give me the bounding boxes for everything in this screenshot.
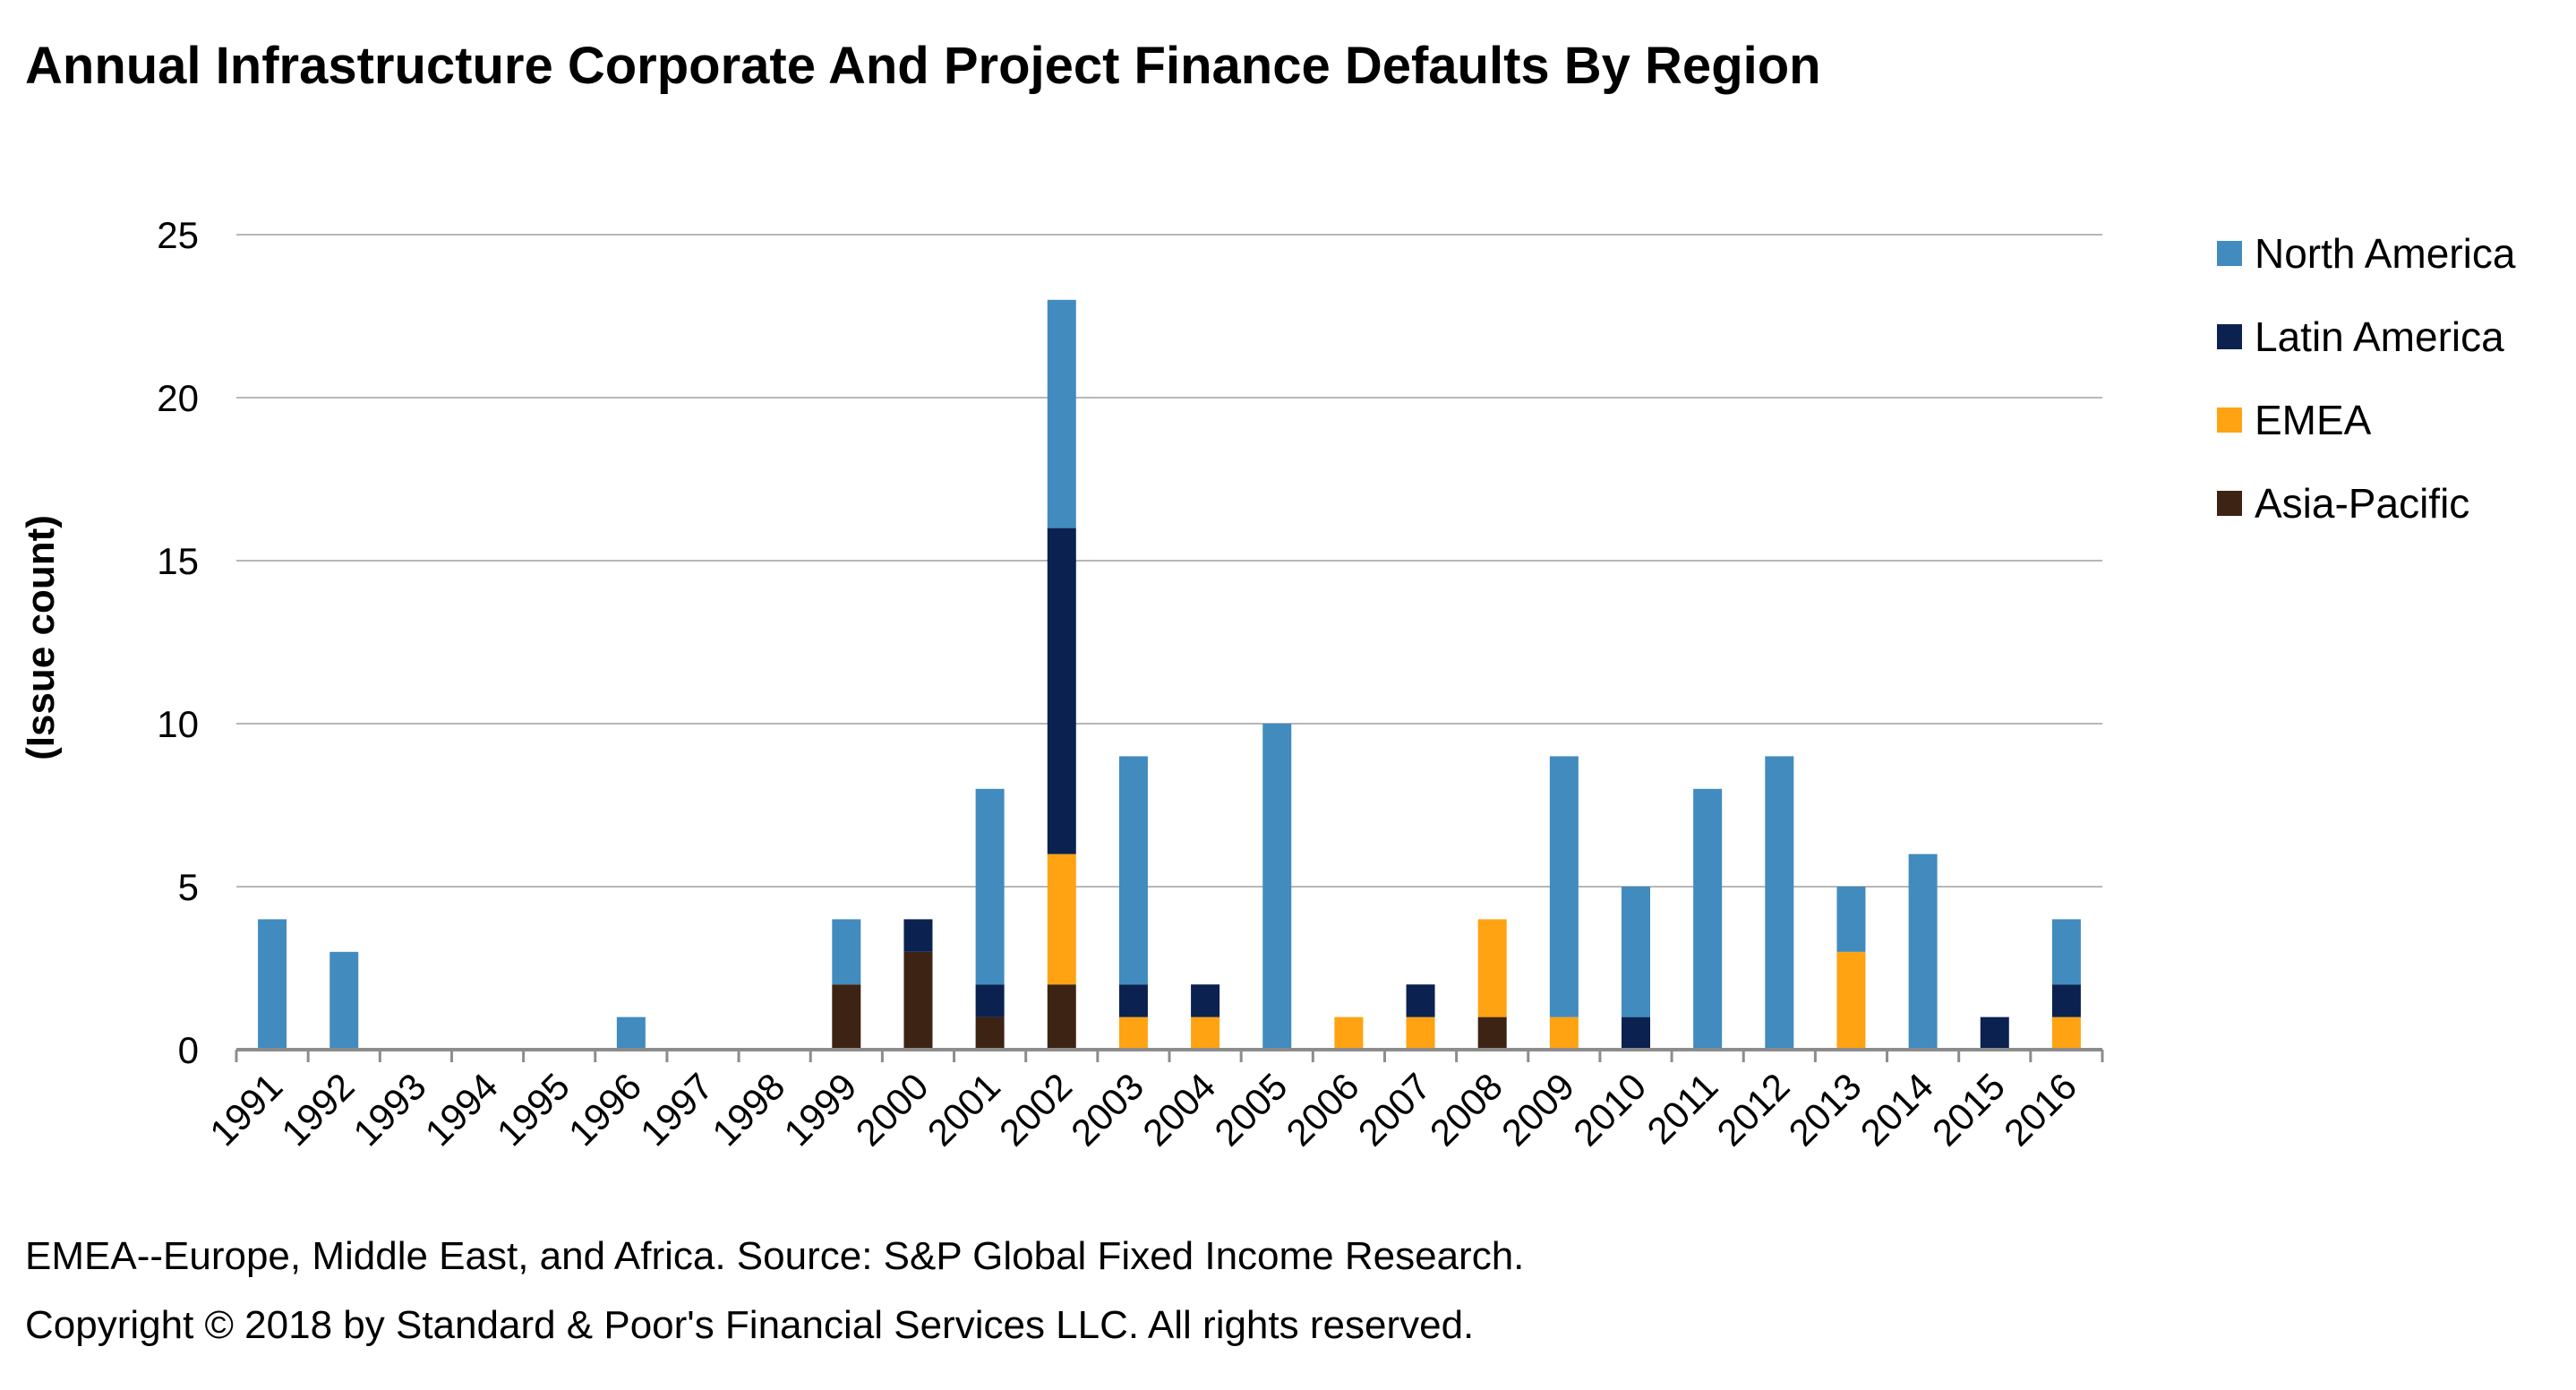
x-tick-label: 2004 bbox=[1134, 1065, 1223, 1154]
bar-segment bbox=[1047, 528, 1076, 854]
legend-label: Asia-Pacific bbox=[2255, 480, 2469, 527]
legend-swatch bbox=[2217, 491, 2242, 516]
x-tick-label: 2010 bbox=[1565, 1065, 1654, 1154]
x-tick-label: 2006 bbox=[1278, 1065, 1366, 1154]
bar-segment bbox=[2051, 1017, 2081, 1050]
bar-segment bbox=[1047, 854, 1076, 985]
x-tick-label: 2009 bbox=[1493, 1065, 1582, 1154]
x-tick-label: 1999 bbox=[775, 1065, 864, 1154]
x-tick-label: 2003 bbox=[1063, 1065, 1151, 1154]
x-tick-label: 2005 bbox=[1206, 1065, 1295, 1154]
bar-segment bbox=[1908, 854, 1938, 1050]
bar-segment bbox=[975, 1017, 1005, 1050]
bar-segment bbox=[975, 984, 1005, 1017]
legend-label: EMEA bbox=[2255, 397, 2372, 443]
bar-segment bbox=[1980, 1017, 2009, 1050]
bar-segment bbox=[2051, 984, 2081, 1017]
bar-segment bbox=[329, 951, 359, 1050]
x-tick-label: 1997 bbox=[632, 1065, 721, 1154]
y-tick-labels: 0 5 10 15 20 25 bbox=[157, 214, 199, 1071]
legend-swatch bbox=[2217, 408, 2242, 433]
bar-segment bbox=[1549, 756, 1579, 1017]
bar-segment bbox=[1118, 756, 1148, 985]
bar-segment bbox=[258, 919, 287, 1050]
gridlines bbox=[236, 234, 2102, 888]
x-tick-label: 2011 bbox=[1639, 1065, 1725, 1152]
bar-segment bbox=[1191, 984, 1220, 1017]
y-tick-label: 20 bbox=[157, 377, 199, 419]
y-tick-label: 15 bbox=[157, 540, 199, 582]
y-tick-label: 5 bbox=[178, 866, 199, 908]
bar-segment bbox=[1047, 299, 1076, 528]
bar-segment bbox=[903, 951, 933, 1050]
bar-segment bbox=[1118, 984, 1148, 1017]
bar-segment bbox=[1406, 1017, 1435, 1050]
axes bbox=[235, 1048, 2104, 1062]
legend-swatch bbox=[2217, 324, 2242, 349]
x-tick-label: 2002 bbox=[991, 1065, 1080, 1154]
x-tick-label: 1994 bbox=[417, 1065, 506, 1154]
bar-segment bbox=[1836, 951, 1866, 1050]
x-tick-label: 1996 bbox=[561, 1065, 649, 1154]
bar-segment bbox=[1118, 1017, 1148, 1050]
bar-segment bbox=[1047, 984, 1076, 1050]
bar-segment bbox=[616, 1017, 646, 1050]
bar-segment bbox=[1191, 1017, 1220, 1050]
bar-segment bbox=[1622, 887, 1650, 1017]
bar-segment bbox=[1334, 1017, 1364, 1050]
footnote-source: EMEA--Europe, Middle East, and Africa. S… bbox=[25, 1234, 1525, 1278]
x-tick-label: 2013 bbox=[1781, 1065, 1870, 1154]
bar-segment bbox=[903, 919, 933, 952]
bar-segment bbox=[1406, 984, 1435, 1017]
bar-segment bbox=[1477, 919, 1507, 1017]
x-tick-label: 2001 bbox=[920, 1065, 1008, 1154]
bar-segment bbox=[975, 788, 1005, 985]
x-tick-label: 1992 bbox=[273, 1065, 362, 1154]
x-tick-label: 2015 bbox=[1924, 1065, 2013, 1154]
x-tick-label: 1998 bbox=[704, 1065, 792, 1154]
x-tick-label: 2012 bbox=[1708, 1065, 1797, 1154]
x-tick-label: 2007 bbox=[1350, 1065, 1439, 1154]
legend-swatch bbox=[2217, 241, 2242, 266]
bar-segment bbox=[1622, 1017, 1650, 1050]
bar-segment bbox=[1262, 724, 1292, 1050]
bar-segment bbox=[1836, 887, 1866, 952]
x-tick-label: 1995 bbox=[489, 1065, 578, 1154]
bar-segment bbox=[1693, 788, 1723, 1050]
y-tick-label: 10 bbox=[157, 703, 199, 745]
legend: North America Latin America EMEA Asia-Pacif… bbox=[2217, 230, 2516, 527]
legend-label: Latin America bbox=[2255, 313, 2504, 360]
x-tick-label: 2000 bbox=[848, 1065, 937, 1154]
y-tick-label: 0 bbox=[178, 1029, 199, 1071]
x-tick-label: 1993 bbox=[345, 1065, 433, 1154]
x-tick-label: 1991 bbox=[201, 1065, 290, 1154]
bar-segment bbox=[2051, 919, 2081, 985]
bar-segment bbox=[832, 984, 861, 1050]
x-tick-label: 2016 bbox=[1996, 1065, 2084, 1154]
bar-segment bbox=[1765, 756, 1794, 1050]
x-tick-label: 2008 bbox=[1422, 1065, 1511, 1154]
x-tick-label: 2014 bbox=[1853, 1065, 1941, 1154]
x-tick-labels: 1991199219931994199519961997199819992000… bbox=[201, 1065, 2084, 1154]
legend-label: North America bbox=[2255, 230, 2516, 277]
chart-title: Annual Infrastructure Corporate And Proj… bbox=[25, 37, 1821, 95]
bar-segment bbox=[1549, 1017, 1579, 1050]
y-axis-title: (Issue count) bbox=[19, 515, 63, 760]
y-tick-label: 25 bbox=[157, 214, 199, 256]
bar-segment bbox=[832, 919, 861, 985]
bars bbox=[258, 299, 2081, 1050]
footnote-copyright: Copyright © 2018 by Standard & Poor's Fi… bbox=[25, 1303, 1475, 1347]
bar-segment bbox=[1477, 1017, 1507, 1050]
